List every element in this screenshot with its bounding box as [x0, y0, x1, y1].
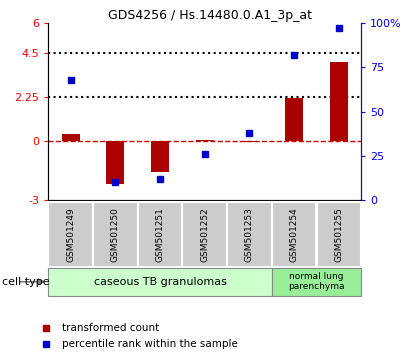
- Bar: [285, 98, 303, 141]
- Bar: [106, 141, 124, 184]
- Bar: [241, 141, 258, 142]
- Bar: [138, 202, 182, 267]
- Bar: [272, 268, 361, 296]
- Bar: [62, 134, 80, 141]
- Text: normal lung
parenchyma: normal lung parenchyma: [288, 272, 345, 291]
- Text: GSM501251: GSM501251: [155, 207, 165, 262]
- Bar: [48, 268, 272, 296]
- Text: percentile rank within the sample: percentile rank within the sample: [63, 339, 238, 349]
- Bar: [182, 202, 227, 267]
- Text: transformed count: transformed count: [63, 323, 160, 333]
- Text: GSM501253: GSM501253: [245, 207, 254, 262]
- Text: GSM501249: GSM501249: [66, 207, 75, 262]
- Bar: [48, 202, 93, 267]
- Text: cell type: cell type: [2, 277, 50, 287]
- Bar: [272, 202, 317, 267]
- Bar: [330, 62, 348, 141]
- Text: GSM501254: GSM501254: [290, 207, 299, 262]
- Bar: [196, 139, 214, 141]
- Bar: [151, 141, 169, 172]
- Text: GSM501255: GSM501255: [334, 207, 344, 262]
- Bar: [93, 202, 138, 267]
- Text: caseous TB granulomas: caseous TB granulomas: [94, 277, 226, 287]
- Text: GSM501250: GSM501250: [111, 207, 120, 262]
- Bar: [317, 202, 361, 267]
- Bar: [227, 202, 272, 267]
- Text: GSM501252: GSM501252: [200, 207, 209, 262]
- Text: GDS4256 / Hs.14480.0.A1_3p_at: GDS4256 / Hs.14480.0.A1_3p_at: [108, 9, 312, 22]
